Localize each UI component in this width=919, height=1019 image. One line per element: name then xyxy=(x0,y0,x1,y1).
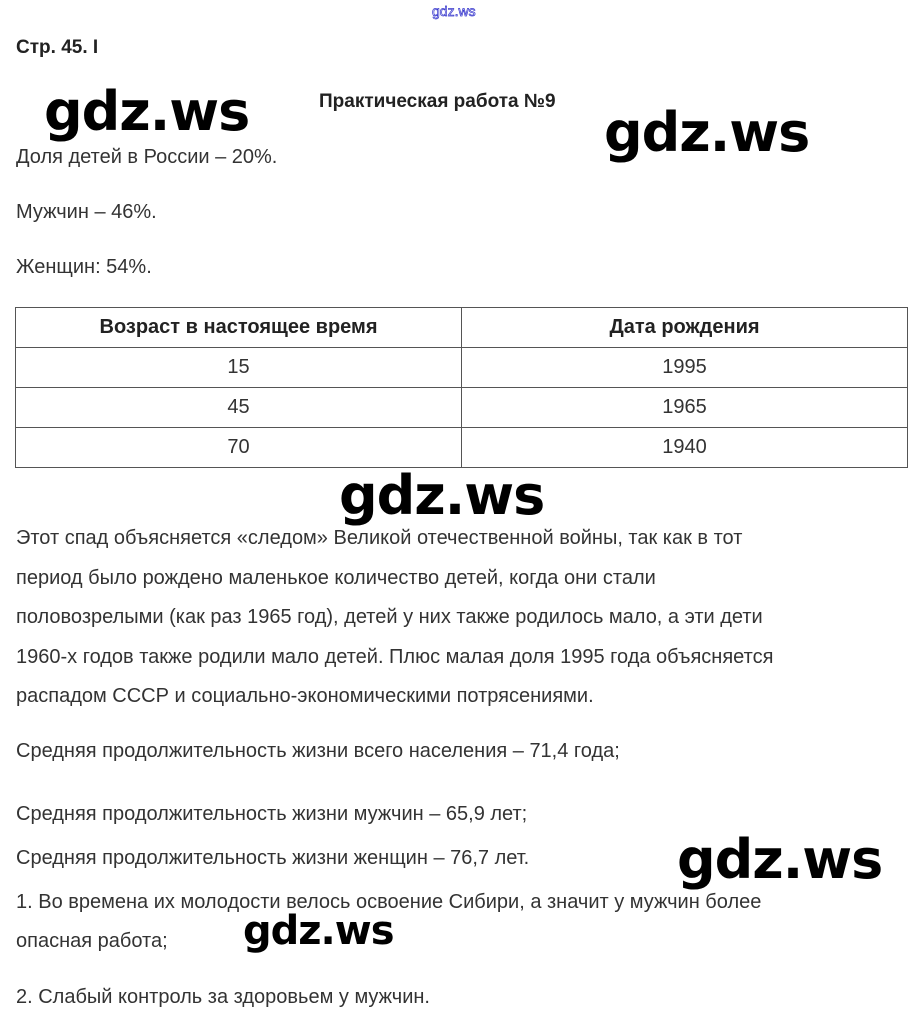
table-cell: 70 xyxy=(15,427,462,468)
column-header: Дата рождения xyxy=(461,307,908,348)
stat-line: Мужчин – 46%. xyxy=(16,201,157,223)
reason-line: 1. Во времена их молодости велось освоен… xyxy=(16,891,762,913)
table-cell: 45 xyxy=(15,387,462,428)
life-line: Средняя продолжительность жизни всего на… xyxy=(16,740,620,762)
stat-line: Женщин: 54%. xyxy=(16,256,152,278)
table-row: 45 1965 xyxy=(15,387,908,428)
stat-line: Доля детей в России – 20%. xyxy=(16,146,278,168)
life-line: Средняя продолжительность жизни женщин –… xyxy=(16,847,530,869)
page-label: Стр. 45. I xyxy=(16,37,99,58)
table-cell: 1965 xyxy=(461,387,908,428)
reason-line: опасная работа; xyxy=(16,930,168,952)
paragraph-line: период было рождено маленькое количество… xyxy=(16,567,656,589)
table-row: 15 1995 xyxy=(15,347,908,388)
age-table: Возраст в настоящее время Дата рождения 1… xyxy=(15,307,908,468)
column-header: Возраст в настоящее время xyxy=(15,307,462,348)
watermark: gdz.ws xyxy=(604,101,810,164)
table-cell: 15 xyxy=(15,347,462,388)
table-cell: 1995 xyxy=(461,347,908,388)
paragraph-line: 1960-х годов также родили мало детей. Пл… xyxy=(16,646,774,668)
watermark: gdz.ws xyxy=(339,464,545,527)
page-title: Практическая работа №9 xyxy=(319,91,556,112)
watermark: gdz.ws xyxy=(44,80,250,143)
life-line: Средняя продолжительность жизни мужчин –… xyxy=(16,803,528,825)
header-link[interactable]: gdz.ws xyxy=(432,3,476,20)
paragraph-line: Этот спад объясняется «следом» Великой о… xyxy=(16,527,743,549)
paragraph-line: распадом СССР и социально-экономическими… xyxy=(16,685,594,707)
watermark: gdz.ws xyxy=(243,908,395,954)
table-cell: 1940 xyxy=(461,427,908,468)
watermark: gdz.ws xyxy=(677,828,883,891)
table-header-row: Возраст в настоящее время Дата рождения xyxy=(15,307,908,348)
paragraph-line: половозрелыми (как раз 1965 год), детей … xyxy=(16,606,763,628)
reason-line: 2. Слабый контроль за здоровьем у мужчин… xyxy=(16,986,430,1008)
table-row: 70 1940 xyxy=(15,427,908,468)
